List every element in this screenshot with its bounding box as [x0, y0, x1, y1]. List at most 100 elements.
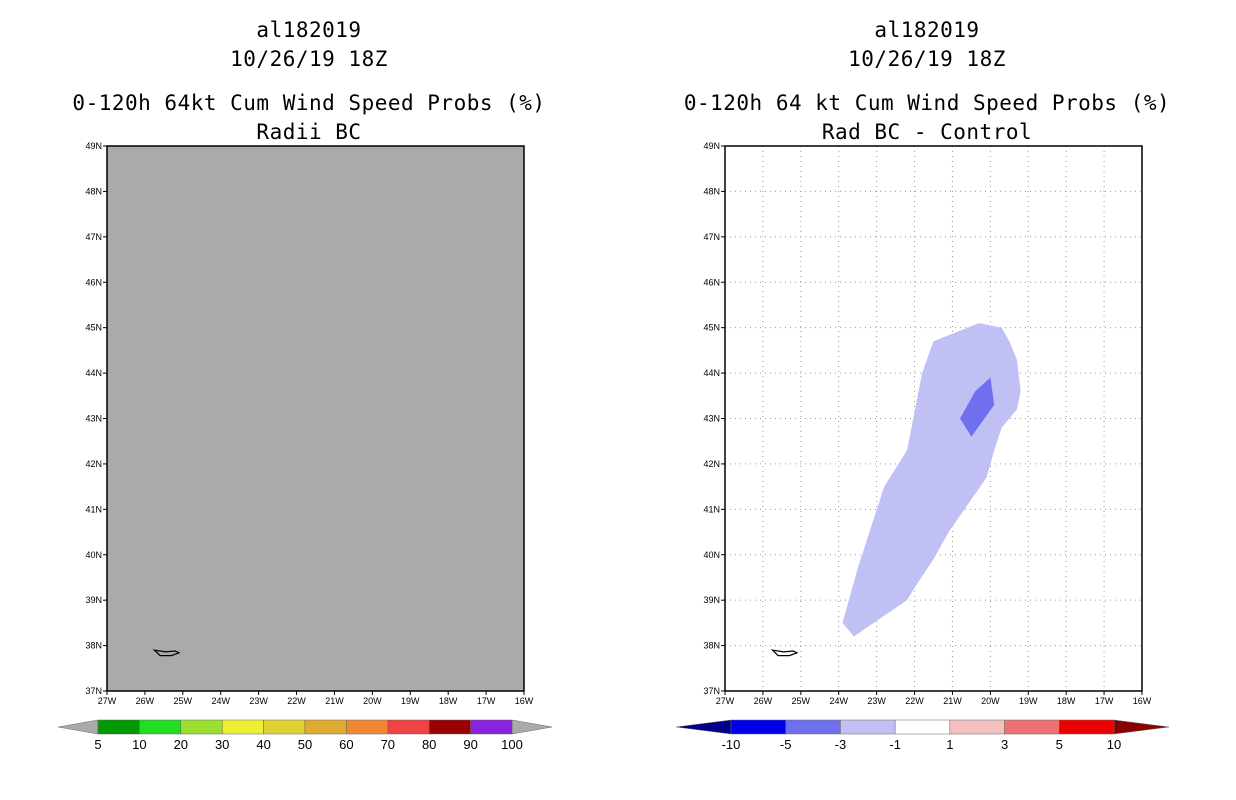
left-title-storm-id: al182019	[256, 18, 362, 42]
left-colorbar-label: 30	[215, 737, 229, 752]
right-colorbar-label: -1	[889, 737, 901, 752]
left-y-tick-label: 41N	[85, 504, 102, 514]
left-x-tick-label: 22W	[287, 696, 306, 706]
right-map-chart: 27W 26W 25W 24W 23W 22W 21W 20W 19W 18W 17W 16W 37N 3…	[675, 141, 1170, 752]
right-colorbar-segment	[1004, 719, 1060, 735]
right-x-tick-label: 26W	[754, 696, 773, 706]
right-colorbar-segment	[730, 719, 786, 735]
left-colorbar-segment	[180, 719, 223, 735]
right-x-tick-label: 25W	[792, 696, 811, 706]
left-colorbar-segment	[304, 719, 347, 735]
right-colorbar-segment	[840, 719, 896, 735]
left-y-tick-label: 47N	[85, 232, 102, 242]
right-x-tick-label: 24W	[829, 696, 848, 706]
left-plot-background	[107, 146, 524, 691]
left-colorbar-label: 40	[256, 737, 270, 752]
right-x-tick-label: 18W	[1057, 696, 1076, 706]
left-colorbar-label: 10	[132, 737, 146, 752]
left-colorbar-segment	[97, 719, 140, 735]
left-x-tick-label: 18W	[439, 696, 458, 706]
right-colorbar-segment	[949, 719, 1005, 735]
right-colorbar-extend-high	[1113, 719, 1170, 735]
right-colorbar-label: 5	[1056, 737, 1063, 752]
right-y-tick-label: 49N	[703, 141, 720, 151]
right-colorbar-extend-low	[675, 719, 732, 735]
left-subtitle-product: 0-120h 64kt Cum Wind Speed Probs (%)	[72, 91, 546, 115]
right-colorbar-label: -3	[835, 737, 847, 752]
right-x-tick-label: 21W	[943, 696, 962, 706]
left-y-tick-label: 45N	[85, 323, 102, 333]
left-x-tick-label: 16W	[515, 696, 534, 706]
right-colorbar-label: 3	[1001, 737, 1008, 752]
left-x-tick-label: 24W	[211, 696, 230, 706]
left-colorbar-segment	[263, 719, 306, 735]
left-colorbar-label: 80	[422, 737, 436, 752]
left-x-tick-label: 20W	[363, 696, 382, 706]
left-subtitle-variant: Radii BC	[256, 120, 362, 144]
left-y-tick-label: 39N	[85, 595, 102, 605]
left-y-tick-label: 40N	[85, 550, 102, 560]
left-island-outline	[152, 649, 181, 657]
right-colorbar-segment	[785, 719, 841, 735]
right-x-tick-label: 20W	[981, 696, 1000, 706]
left-y-tick-label: 46N	[85, 277, 102, 287]
right-subtitle-product: 0-120h 64 kt Cum Wind Speed Probs (%)	[683, 91, 1171, 115]
left-colorbar-label: 90	[463, 737, 477, 752]
left-y-tick-label: 49N	[85, 141, 102, 151]
left-colorbar-segment	[387, 719, 430, 735]
right-y-tick-label: 37N	[703, 686, 720, 696]
left-title: al182019 10/26/19 18Z	[59, 16, 559, 74]
left-colorbar-segment	[428, 719, 471, 735]
left-y-tick-label: 48N	[85, 186, 102, 196]
right-colorbar-label: 1	[946, 737, 953, 752]
right-y-tick-label: 43N	[703, 414, 720, 424]
right-colorbar-label: -5	[780, 737, 792, 752]
left-x-tick-label: 21W	[325, 696, 344, 706]
right-x-tick-label: 22W	[905, 696, 924, 706]
right-y-tick-label: 48N	[703, 186, 720, 196]
right-y-tick-label: 39N	[703, 595, 720, 605]
right-title-datetime: 10/26/19 18Z	[848, 47, 1006, 71]
right-colorbar-segment	[894, 719, 951, 735]
left-colorbar-label: 5	[94, 737, 101, 752]
right-x-tick-label: 16W	[1133, 696, 1152, 706]
left-map-chart: 27W 26W 25W 24W 23W 22W 21W 20W 19W 18W 17W 16W 37N 3…	[57, 141, 553, 752]
left-title-datetime: 10/26/19 18Z	[230, 47, 388, 71]
right-colorbar-segment	[1059, 719, 1115, 735]
right-colorbar-label: 10	[1107, 737, 1121, 752]
left-x-tick-label: 19W	[401, 696, 420, 706]
left-colorbar-segment	[346, 719, 389, 735]
right-y-tick-label: 41N	[703, 504, 720, 514]
right-x-tick-label: 17W	[1095, 696, 1114, 706]
left-colorbar-label: 20	[174, 737, 188, 752]
right-title-storm-id: al182019	[874, 18, 980, 42]
right-contour-1	[960, 377, 995, 437]
left-colorbar-label: 100	[501, 737, 523, 752]
right-subtitle: 0-120h 64 kt Cum Wind Speed Probs (%) Ra…	[627, 89, 1227, 147]
right-x-tick-label: 19W	[1019, 696, 1038, 706]
left-colorbar-label: 50	[298, 737, 312, 752]
right-colorbar-label: -10	[722, 737, 741, 752]
right-island-outline	[770, 649, 799, 657]
right-x-tick-label: 23W	[867, 696, 886, 706]
left-y-tick-label: 43N	[85, 414, 102, 424]
left-x-tick-label: 26W	[136, 696, 155, 706]
right-y-tick-label: 44N	[703, 368, 720, 378]
right-y-tick-label: 42N	[703, 459, 720, 469]
left-colorbar-segment	[221, 719, 264, 735]
right-y-tick-label: 38N	[703, 641, 720, 651]
left-colorbar-extend-low	[57, 719, 99, 735]
left-colorbar-segment	[139, 719, 182, 735]
left-y-tick-label: 44N	[85, 368, 102, 378]
left-y-tick-label: 38N	[85, 641, 102, 651]
right-x-tick-label: 27W	[716, 696, 735, 706]
right-y-tick-label: 47N	[703, 232, 720, 242]
right-title: al182019 10/26/19 18Z	[677, 16, 1177, 74]
right-y-tick-label: 46N	[703, 277, 720, 287]
left-colorbar-label: 60	[339, 737, 353, 752]
left-y-tick-label: 42N	[85, 459, 102, 469]
left-subtitle: 0-120h 64kt Cum Wind Speed Probs (%) Rad…	[9, 89, 609, 147]
left-x-tick-label: 25W	[174, 696, 193, 706]
right-subtitle-variant: Rad BC - Control	[821, 120, 1033, 144]
right-y-tick-label: 40N	[703, 550, 720, 560]
